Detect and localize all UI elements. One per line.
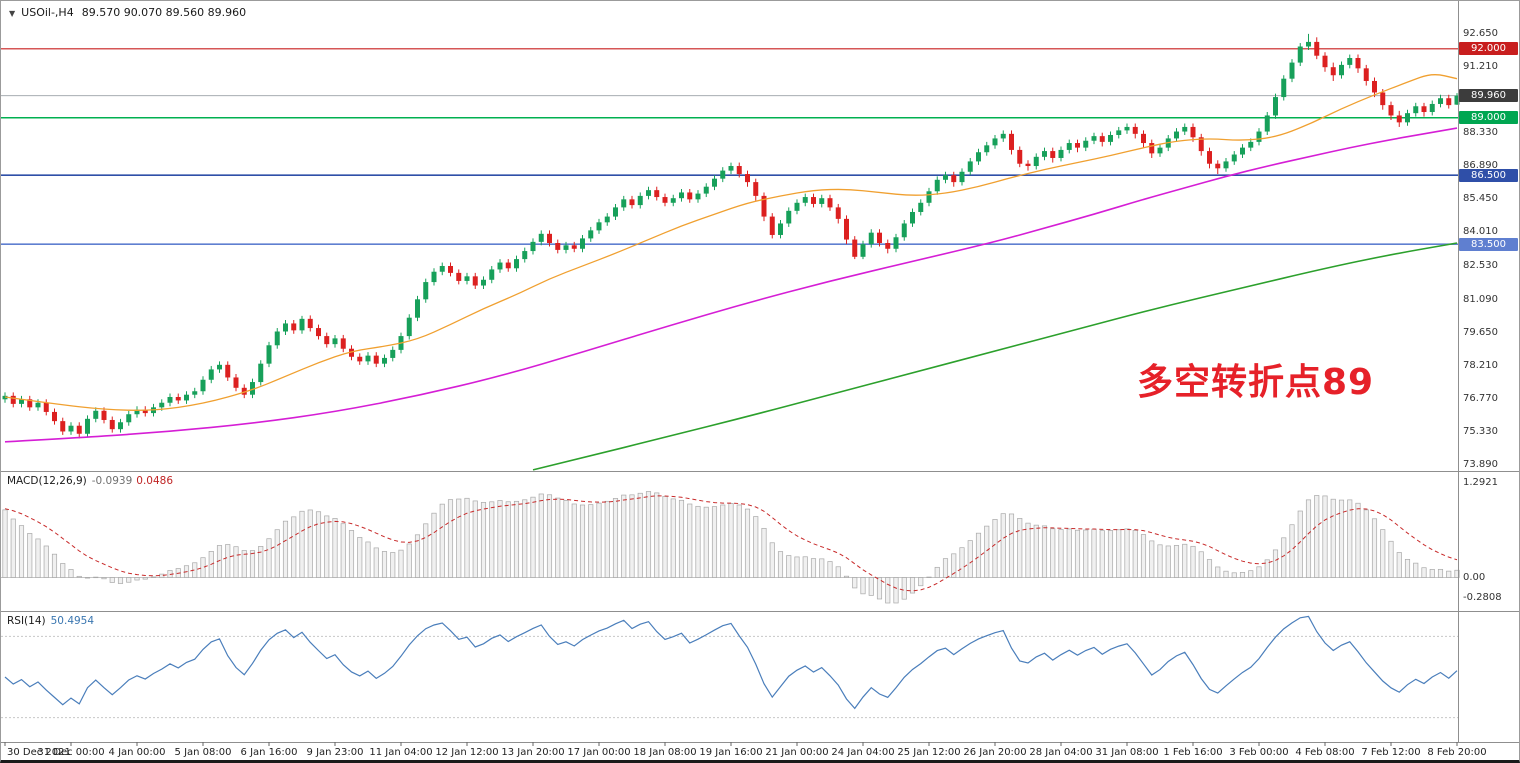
macd-main-value: -0.0939 (91, 475, 133, 487)
one-click-trading-toggle-icon[interactable]: ▼ (9, 9, 16, 18)
price-label: 86.890 (1463, 160, 1498, 172)
rsi-line (4, 615, 1458, 710)
price-label: 78.210 (1463, 359, 1498, 371)
price-label: 85.450 (1463, 193, 1498, 205)
time-label: 5 Jan 08:00 (174, 747, 232, 758)
time-label: 3 Feb 00:00 (1229, 747, 1289, 758)
time-label: 19 Jan 16:00 (699, 747, 763, 758)
time-label: 9 Jan 23:00 (306, 747, 364, 758)
price-tag: 83.500 (1459, 237, 1518, 251)
price-label: 84.010 (1463, 226, 1498, 238)
time-label: 28 Jan 04:00 (1029, 747, 1093, 758)
time-axis: 30 Dec 2021 31 Dec 00:00 4 Jan 00:00 5 Jan … (1, 742, 1519, 760)
macd-indicator-label: MACD(12,26,9) -0.0939 0.0486 (7, 475, 173, 487)
rsi-value: 50.4954 (50, 615, 95, 627)
time-label: 4 Feb 08:00 (1295, 747, 1355, 758)
time-label: 31 Jan 08:00 (1095, 747, 1159, 758)
price-label: 75.330 (1463, 425, 1498, 437)
ma-magenta-line (4, 127, 1458, 443)
macd-axis-label: 0.00 (1463, 571, 1486, 583)
macd-axis-label: -0.2808 (1463, 591, 1502, 603)
price-tag: 89.960 (1459, 89, 1518, 103)
macd-axis-label: 1.2921 (1463, 477, 1498, 489)
time-label: 25 Jan 12:00 (897, 747, 961, 758)
ma-orange-line (4, 74, 1458, 411)
candlestick-series (2, 33, 1460, 439)
chart-title: ▼ USOil-,H4 89.570 90.070 89.560 89.960 (9, 6, 246, 19)
price-label: 92.650 (1463, 27, 1498, 39)
price-label: 81.090 (1463, 293, 1498, 305)
price-label: 76.770 (1463, 392, 1498, 404)
price-label: 88.330 (1463, 127, 1498, 139)
ma-green-line (532, 242, 1458, 471)
time-label: 24 Jan 04:00 (831, 747, 895, 758)
time-label: 30 Dec 2021 (7, 747, 71, 758)
time-label: 31 Dec 00:00 (37, 747, 105, 758)
time-label: 4 Jan 00:00 (108, 747, 166, 758)
macd-name: MACD(12,26,9) (7, 475, 87, 487)
symbol-timeframe-label: USOil-,H4 (21, 6, 74, 19)
price-tag: 92.000 (1459, 42, 1518, 56)
rsi-name: RSI(14) (7, 615, 46, 627)
macd-signal-line (4, 495, 1458, 592)
time-label: 26 Jan 20:00 (963, 747, 1027, 758)
time-label: 21 Jan 00:00 (765, 747, 829, 758)
price-label: 73.890 (1463, 459, 1498, 471)
time-label: 1 Feb 16:00 (1163, 747, 1223, 758)
rsi-indicator-label: RSI(14) 50.4954 (7, 615, 94, 627)
time-label: 17 Jan 00:00 (567, 747, 631, 758)
time-label: 12 Jan 12:00 (435, 747, 499, 758)
price-label: 79.650 (1463, 326, 1498, 338)
price-axis: 92.650 91.210 88.330 86.890 85.450 84.010 82.5… (1458, 1, 1519, 760)
price-label: 82.530 (1463, 260, 1498, 272)
time-label: 11 Jan 04:00 (369, 747, 433, 758)
price-label: 91.210 (1463, 60, 1498, 72)
price-tag: 86.500 (1459, 168, 1518, 182)
ohlc-readout: 89.570 90.070 89.560 89.960 (81, 6, 247, 19)
time-label: 7 Feb 12:00 (1361, 747, 1421, 758)
time-label: 6 Jan 16:00 (240, 747, 298, 758)
time-label: 8 Feb 20:00 (1427, 747, 1487, 758)
time-label: 18 Jan 08:00 (633, 747, 697, 758)
time-label: 13 Jan 20:00 (501, 747, 565, 758)
annotation-text: 多空转折点89 (1137, 362, 1375, 403)
macd-histogram (2, 491, 1460, 604)
price-tag: 89.000 (1459, 111, 1518, 125)
macd-signal-value: 0.0486 (136, 475, 174, 487)
